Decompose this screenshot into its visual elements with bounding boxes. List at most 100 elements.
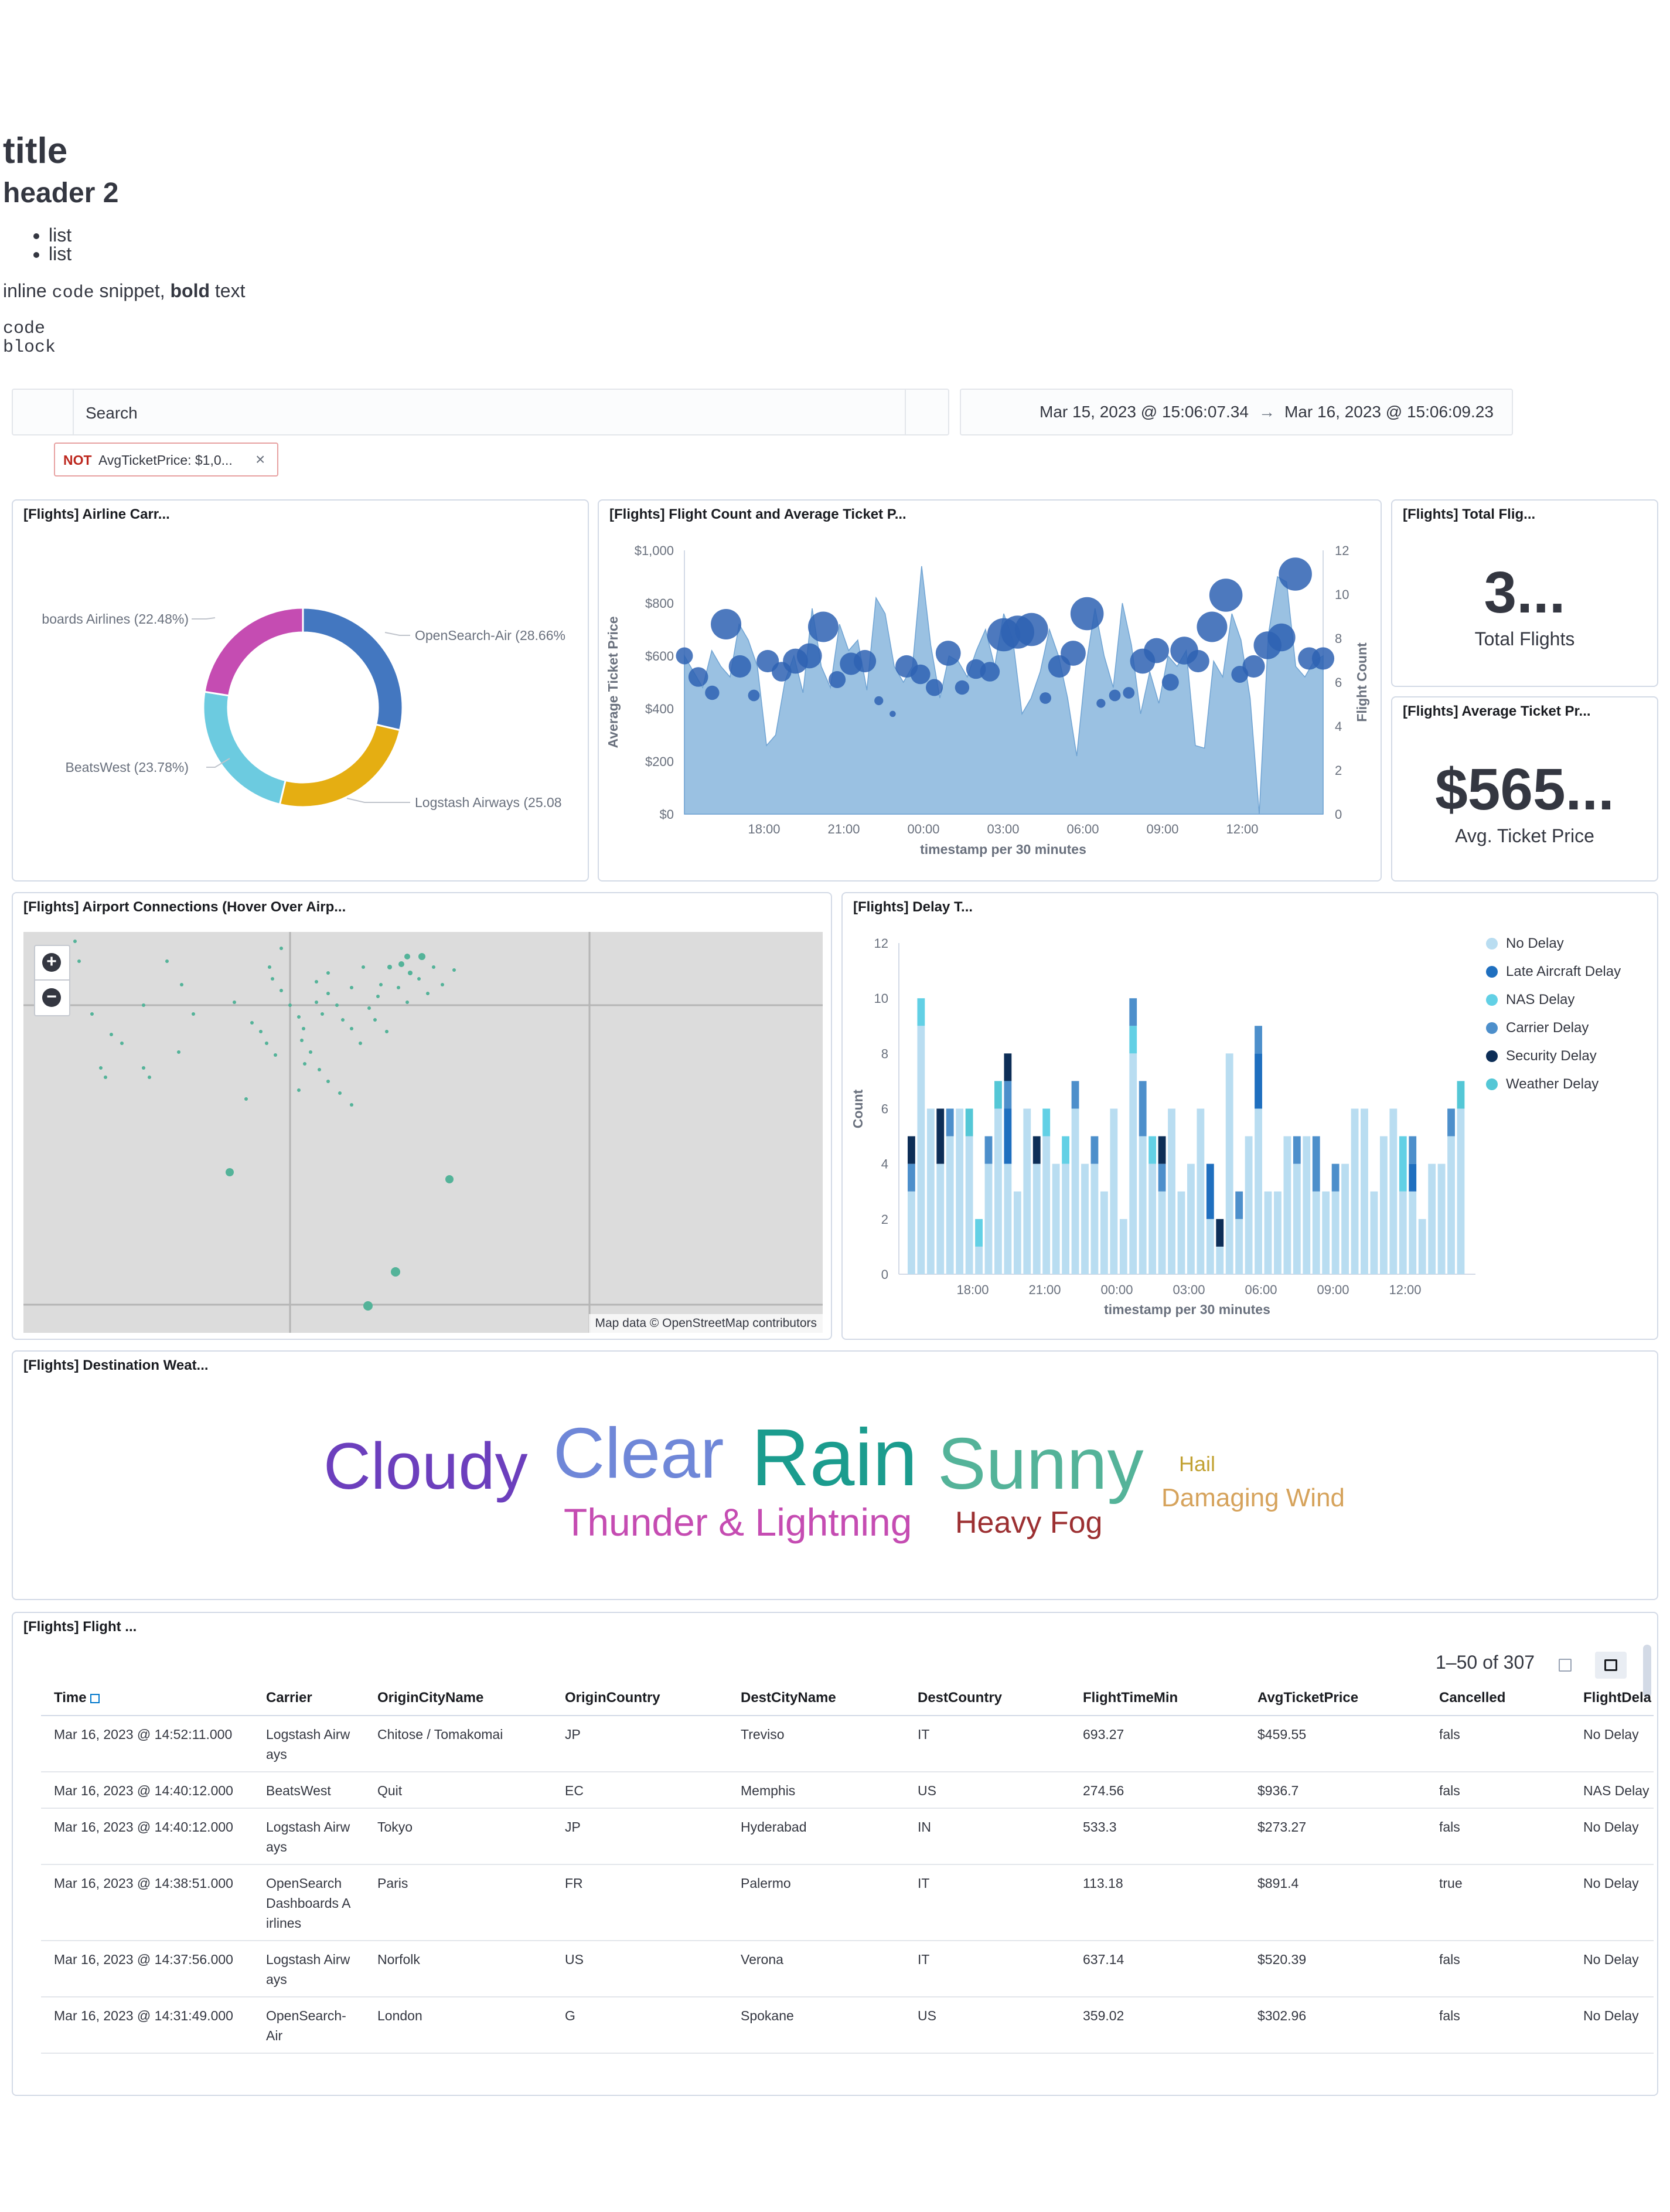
legend-item[interactable]: Carrier Delay bbox=[1486, 1020, 1589, 1036]
table-row[interactable]: Mar 16, 2023 @ 14:38:51.000 OpenSearch Da… bbox=[41, 1864, 1654, 1941]
slice-label: Logstash Airways (25.08 bbox=[415, 795, 562, 810]
delay-bar-segment bbox=[946, 1108, 954, 1136]
count-bubble bbox=[728, 655, 751, 678]
count-bubble bbox=[980, 662, 1000, 682]
delay-bar-segment bbox=[956, 1108, 964, 1274]
column-header[interactable]: FlightDela bbox=[1570, 1680, 1654, 1716]
count-bubble bbox=[1187, 649, 1209, 673]
delay-bar-segment bbox=[1148, 1163, 1157, 1274]
arrow-right-icon: → bbox=[1259, 403, 1275, 421]
destination-weather-panel: [Flights] Destination Weat... Cloudy Cle… bbox=[12, 1350, 1658, 1600]
y2-tick-label: 2 bbox=[1335, 763, 1342, 778]
column-header[interactable]: AvgTicketPrice bbox=[1245, 1680, 1426, 1716]
search-input[interactable]: Search bbox=[73, 390, 906, 434]
count-bubble bbox=[1279, 557, 1312, 591]
delay-bar-segment bbox=[1071, 1108, 1079, 1274]
airport-dot bbox=[341, 1018, 345, 1022]
y2-tick-label: 0 bbox=[1335, 807, 1342, 822]
flight-log-table: Time Carrier OriginCityName OriginCountr… bbox=[41, 1680, 1654, 2054]
map-canvas[interactable]: + − Map data © OpenStreetMap contributor… bbox=[23, 932, 823, 1333]
table-row[interactable]: Mar 16, 2023 @ 14:40:12.000 Logstash Airw… bbox=[41, 1808, 1654, 1865]
table-row[interactable]: Mar 16, 2023 @ 14:40:12.000 BeatsWest Quit… bbox=[41, 1772, 1654, 1809]
count-bubble bbox=[676, 647, 693, 665]
legend-item[interactable]: NAS Delay bbox=[1486, 992, 1574, 1008]
airport-dot bbox=[165, 959, 169, 963]
y2-tick-label: 10 bbox=[1335, 587, 1349, 602]
y2-tick-label: 6 bbox=[1335, 675, 1342, 690]
table-cell: Verona bbox=[728, 1941, 905, 1997]
slice-label: OpenSearch-Air (28.66% bbox=[415, 628, 565, 643]
delay-bar-segment bbox=[1399, 1136, 1407, 1192]
donut-slice bbox=[202, 690, 287, 806]
x-tick-label: 18:00 bbox=[956, 1282, 989, 1297]
column-header[interactable]: Cancelled bbox=[1426, 1680, 1570, 1716]
delay-bar-segment bbox=[1255, 1108, 1262, 1274]
text-span: snippet, bbox=[94, 280, 171, 301]
zoom-controls: + − bbox=[34, 945, 70, 1016]
panel-title: [Flights] Average Ticket Pr... bbox=[1403, 703, 1591, 719]
airport-dot bbox=[192, 1012, 195, 1016]
column-header[interactable]: DestCityName bbox=[728, 1680, 905, 1716]
date-start[interactable]: Mar 15, 2023 @ 15:06:07.34 bbox=[1040, 403, 1249, 421]
airport-dot bbox=[359, 1042, 362, 1045]
airport-dot bbox=[300, 1039, 304, 1042]
legend-item[interactable]: Late Aircraft Delay bbox=[1486, 964, 1621, 980]
airport-dot bbox=[408, 971, 413, 975]
table-cell: Logstash Airw ays bbox=[253, 1808, 364, 1865]
table-row[interactable]: Mar 16, 2023 @ 14:37:56.000 Logstash Airw… bbox=[41, 1941, 1654, 1997]
close-icon[interactable]: × bbox=[255, 450, 265, 468]
table-cell: Mar 16, 2023 @ 14:52:11.000 bbox=[41, 1716, 253, 1772]
avg-ticket-price-panel: [Flights] Average Ticket Pr... $565... A… bbox=[1391, 696, 1658, 882]
y2-tick-label: 8 bbox=[1335, 631, 1342, 646]
column-header[interactable]: OriginCityName bbox=[364, 1680, 552, 1716]
fullscreen-button[interactable] bbox=[1595, 1652, 1627, 1679]
legend-item[interactable]: Security Delay bbox=[1486, 1048, 1597, 1064]
table-cell: Norfolk bbox=[364, 1941, 552, 1997]
zoom-in-button[interactable]: + bbox=[35, 946, 69, 981]
filter-text: AvgTicketPrice: $1,0... bbox=[98, 452, 233, 468]
total-flights-panel: [Flights] Total Flig... 3... Total Fligh… bbox=[1391, 499, 1658, 687]
airport-dot bbox=[110, 1033, 113, 1036]
airport-dot bbox=[142, 1066, 145, 1070]
donut-slice bbox=[302, 607, 404, 731]
airport-dot bbox=[177, 1050, 180, 1054]
filter-not-label: NOT bbox=[63, 452, 92, 468]
table-cell: BeatsWest bbox=[253, 1772, 364, 1809]
legend-item[interactable]: Weather Delay bbox=[1486, 1076, 1599, 1093]
sort-icon[interactable] bbox=[90, 1693, 100, 1703]
column-header[interactable]: DestCountry bbox=[905, 1680, 1070, 1716]
date-picker[interactable]: Mar 15, 2023 @ 15:06:07.34 → Mar 16, 202… bbox=[960, 389, 1513, 435]
count-bubble bbox=[911, 664, 931, 685]
table-cell: fals bbox=[1426, 1716, 1570, 1772]
legend-label: NAS Delay bbox=[1506, 992, 1575, 1008]
x-axis-title: timestamp per 30 minutes bbox=[1104, 1302, 1270, 1317]
delay-bar-segment bbox=[1004, 1053, 1012, 1081]
delay-bar-segment bbox=[1322, 1191, 1330, 1274]
filter-pill[interactable]: NOT AvgTicketPrice: $1,0... × bbox=[54, 443, 278, 477]
airport-dot bbox=[274, 1053, 277, 1057]
code-block: code block bbox=[3, 319, 56, 357]
x-tick-label: 09:00 bbox=[1317, 1282, 1349, 1297]
airport-dot bbox=[363, 1301, 373, 1311]
delay-bar-segment bbox=[994, 1081, 1002, 1109]
delay-type-chart: 0 2 4 6 8 10 12 18:00 21:00 00:00 03:00 06:00 09:00… bbox=[850, 936, 1475, 1317]
y-tick-label: 2 bbox=[881, 1212, 888, 1227]
markdown-paragraph: inline code snippet, bold text bbox=[3, 280, 245, 303]
table-cell: G bbox=[552, 1997, 728, 2054]
legend-item[interactable]: No Delay bbox=[1486, 935, 1564, 952]
table-row[interactable]: Mar 16, 2023 @ 14:31:49.000 OpenSearch- A… bbox=[41, 1997, 1654, 2054]
expand-icon[interactable] bbox=[1559, 1659, 1572, 1672]
column-header[interactable]: Time bbox=[41, 1680, 253, 1716]
date-end[interactable]: Mar 16, 2023 @ 15:06:09.23 bbox=[1284, 403, 1494, 421]
code-line: code bbox=[3, 319, 46, 339]
count-bubble bbox=[1242, 655, 1265, 678]
table-row[interactable]: Mar 16, 2023 @ 14:52:11.000 Logstash Airw… bbox=[41, 1716, 1654, 1772]
inline-code: code bbox=[52, 283, 94, 303]
delay-bar-segment bbox=[1457, 1081, 1465, 1109]
zoom-out-button[interactable]: − bbox=[35, 981, 69, 1015]
count-bubble bbox=[889, 710, 896, 717]
column-header[interactable]: OriginCountry bbox=[552, 1680, 728, 1716]
column-header[interactable]: Carrier bbox=[253, 1680, 364, 1716]
panel-title: [Flights] Airline Carr... bbox=[23, 506, 170, 522]
column-header[interactable]: FlightTimeMin bbox=[1070, 1680, 1245, 1716]
